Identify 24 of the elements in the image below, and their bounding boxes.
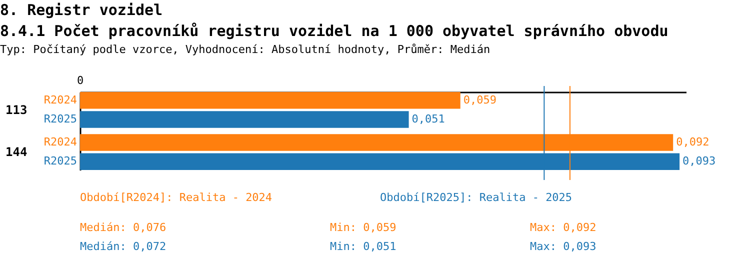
data-label: 0,093 (682, 154, 716, 168)
y-tick-label: 113 (6, 102, 28, 117)
y-tick-label: 144 (6, 145, 28, 160)
text: R2025 (44, 154, 77, 168)
series-label: R2025 (44, 112, 77, 126)
data-label: 0,051 (412, 112, 445, 126)
text: Max: 0,093 (530, 240, 596, 253)
text: Medián: 0,076 (80, 221, 166, 234)
bar (80, 92, 460, 109)
text: Max: 0,092 (530, 221, 596, 234)
text: Medián: 0,072 (80, 240, 166, 253)
data-label: 0,092 (676, 136, 710, 149)
text: Typ: Počítaný podle vzorce, Vyhodnocení: Absolutní hodnoty, Průměr: Medián (0, 43, 490, 56)
text: Min: 0,051 (330, 240, 396, 253)
chart-title: 8. Registr vozidel (0, 1, 163, 19)
annotation: 0 (77, 74, 84, 87)
data-label: 0,059 (463, 93, 496, 106)
text: Období[R2024]: Realita - 2024 (80, 191, 272, 204)
bar (80, 111, 409, 128)
text: Období[R2025]: Realita - 2025 (380, 191, 572, 204)
text: Min: 0,059 (330, 221, 396, 234)
series-label: R2024 (44, 93, 78, 106)
chart-subtitle: 8.4.1 Počet pracovníků registru vozidel na 1 000 obyvatel správního obvodu (0, 22, 668, 40)
text: R2024 (44, 136, 77, 149)
